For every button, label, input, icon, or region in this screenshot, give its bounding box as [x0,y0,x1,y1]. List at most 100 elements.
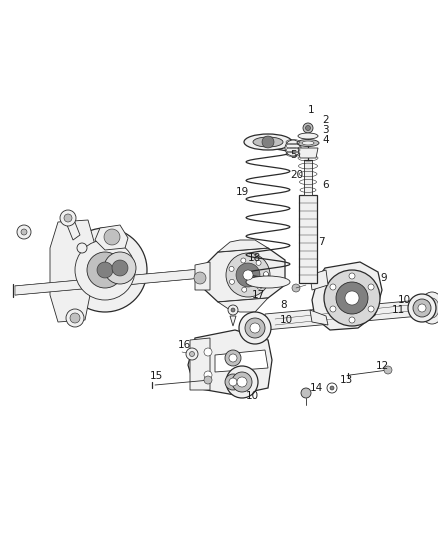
Circle shape [301,388,311,398]
Circle shape [368,284,374,290]
Text: 2: 2 [322,115,328,125]
Ellipse shape [298,133,318,139]
Polygon shape [215,350,268,372]
Circle shape [250,323,260,333]
Ellipse shape [302,141,314,145]
Circle shape [241,258,246,263]
Circle shape [243,270,253,280]
Circle shape [204,371,212,379]
Circle shape [232,372,252,392]
Polygon shape [50,220,95,322]
Polygon shape [310,310,328,325]
Ellipse shape [246,276,290,288]
Circle shape [336,282,368,314]
Circle shape [229,378,237,386]
Text: 9: 9 [380,273,387,283]
Circle shape [237,377,247,387]
Polygon shape [65,215,80,240]
Polygon shape [205,248,285,302]
Text: 10: 10 [280,315,293,325]
Circle shape [242,287,247,292]
Circle shape [104,229,120,245]
Circle shape [264,272,268,277]
Text: 10: 10 [398,295,411,305]
Circle shape [231,308,235,312]
Circle shape [349,273,355,279]
Text: 20: 20 [290,170,303,180]
Circle shape [418,304,426,312]
Circle shape [330,306,336,312]
Ellipse shape [297,140,319,147]
Circle shape [21,229,27,235]
Circle shape [112,260,128,276]
Circle shape [264,272,268,278]
Circle shape [303,123,313,133]
Text: 12: 12 [376,361,389,371]
Polygon shape [218,298,268,312]
Text: 6: 6 [322,180,328,190]
Circle shape [204,376,212,384]
Text: 10: 10 [246,391,259,401]
Ellipse shape [253,137,283,147]
Circle shape [368,306,374,312]
Circle shape [104,252,136,284]
Text: 13: 13 [340,375,353,385]
Circle shape [226,366,258,398]
Polygon shape [312,262,382,330]
Circle shape [349,317,355,323]
Circle shape [245,318,265,338]
Circle shape [239,312,271,344]
Circle shape [226,253,270,297]
Circle shape [262,136,274,148]
Polygon shape [265,300,420,330]
Text: 15: 15 [150,371,163,381]
Circle shape [190,351,194,357]
Polygon shape [195,262,210,290]
Ellipse shape [244,134,292,150]
Circle shape [87,252,123,288]
Text: 11: 11 [392,305,405,315]
Circle shape [66,309,84,327]
Circle shape [236,263,260,287]
Text: 7: 7 [318,237,325,247]
Polygon shape [310,270,328,290]
Circle shape [413,299,431,317]
Text: 14: 14 [310,383,323,393]
Polygon shape [298,148,318,158]
Circle shape [194,272,206,284]
Circle shape [327,383,337,393]
Circle shape [63,228,147,312]
Circle shape [60,210,76,226]
Polygon shape [304,160,312,195]
Polygon shape [299,195,317,283]
Circle shape [330,386,334,390]
Circle shape [70,313,80,323]
Text: 19: 19 [236,187,249,197]
Text: 16: 16 [178,340,191,350]
Circle shape [228,305,238,315]
Polygon shape [230,316,236,326]
Circle shape [330,284,336,290]
Circle shape [17,225,31,239]
Circle shape [225,374,241,390]
Circle shape [77,243,87,253]
Circle shape [292,284,300,292]
Circle shape [256,260,261,265]
Circle shape [230,279,234,284]
Circle shape [408,294,436,322]
Text: 3: 3 [322,125,328,135]
Circle shape [285,140,301,156]
Circle shape [186,348,198,360]
Circle shape [384,366,392,374]
Polygon shape [15,262,278,295]
Circle shape [345,291,359,305]
Polygon shape [190,338,210,390]
Text: 8: 8 [280,300,286,310]
Circle shape [211,271,219,279]
Polygon shape [188,330,272,395]
Text: 17: 17 [252,290,265,300]
Polygon shape [95,225,128,250]
Circle shape [64,214,72,222]
Polygon shape [218,240,268,252]
Text: 5: 5 [290,150,297,160]
